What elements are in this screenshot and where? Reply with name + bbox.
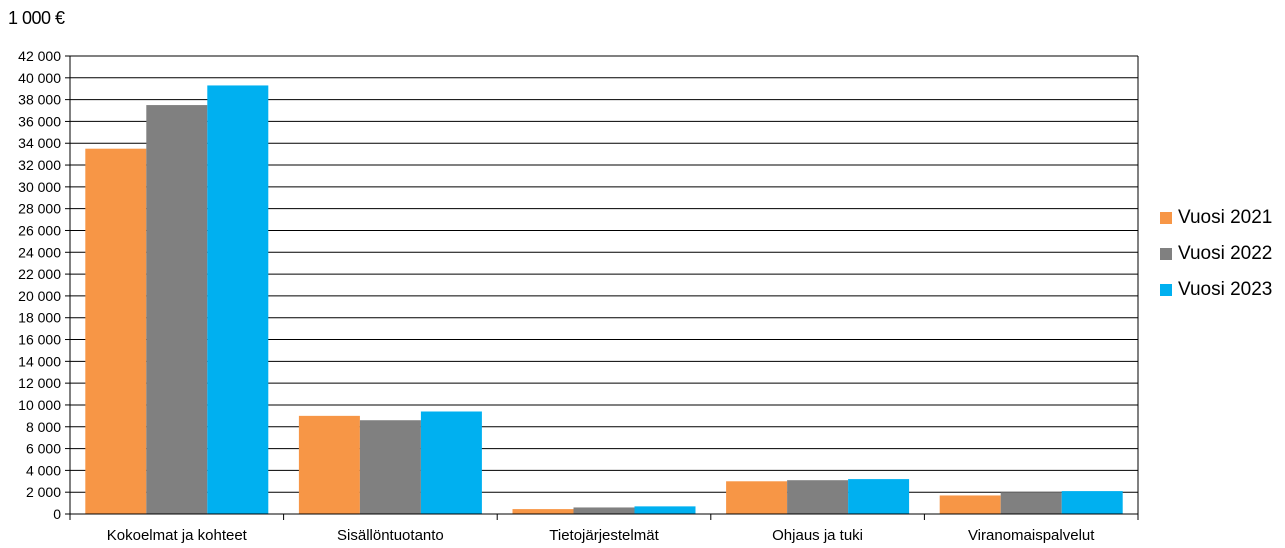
legend-swatch xyxy=(1160,284,1172,296)
y-tick-label: 30 000 xyxy=(18,179,61,195)
y-tick-label: 34 000 xyxy=(18,135,61,151)
y-tick-label: 8 000 xyxy=(26,419,61,435)
bar xyxy=(85,148,147,514)
y-tick-label: 24 000 xyxy=(18,244,61,260)
bar xyxy=(1061,491,1123,514)
y-tick-label: 28 000 xyxy=(18,201,61,217)
bar xyxy=(512,509,574,514)
legend-item: Vuosi 2022 xyxy=(1160,236,1272,272)
chart-unit-title: 1 000 € xyxy=(8,8,65,28)
bar xyxy=(1000,492,1062,514)
legend: Vuosi 2021 Vuosi 2022 Vuosi 2023 xyxy=(1160,200,1272,308)
bar xyxy=(939,495,1001,514)
y-tick-label: 22 000 xyxy=(18,266,61,282)
y-tick-label: 26 000 xyxy=(18,222,61,238)
x-tick-label: Ohjaus ja tuki xyxy=(772,527,863,544)
legend-label: Vuosi 2021 xyxy=(1178,207,1273,228)
axes xyxy=(69,56,1139,520)
legend-label: Vuosi 2022 xyxy=(1178,243,1273,264)
y-tick-label: 6 000 xyxy=(26,441,61,457)
legend-label: Vuosi 2023 xyxy=(1178,279,1273,300)
y-tick-label: 10 000 xyxy=(18,397,61,413)
x-tick-labels: Kokoelmat ja kohteet Sisällöntuotanto Tiet… xyxy=(107,527,1096,544)
y-tick-label: 38 000 xyxy=(18,92,61,108)
y-tick-labels: 0 2 000 4 000 6 000 8 000 10 000 12 000 14 000 1… xyxy=(18,48,61,522)
bar xyxy=(298,415,360,514)
legend-item: Vuosi 2021 xyxy=(1160,200,1272,236)
bar xyxy=(573,507,635,514)
y-tick-label: 20 000 xyxy=(18,288,61,304)
bars xyxy=(85,85,1123,515)
x-tick-label: Tietojärjestelmät xyxy=(549,527,659,544)
y-tick-label: 0 xyxy=(53,506,61,522)
bar xyxy=(420,411,482,514)
y-tick-label: 40 000 xyxy=(18,70,61,86)
y-tick-label: 18 000 xyxy=(18,310,61,326)
y-tick-label: 2 000 xyxy=(26,484,61,500)
y-tick-label: 16 000 xyxy=(18,332,61,348)
x-tick-label: Sisällöntuotanto xyxy=(337,527,444,544)
legend-swatch xyxy=(1160,212,1172,224)
bar xyxy=(726,481,788,514)
y-tick-label: 4 000 xyxy=(26,462,61,478)
bar xyxy=(787,480,849,514)
legend-swatch xyxy=(1160,248,1172,260)
y-tick-label: 32 000 xyxy=(18,157,61,173)
bar xyxy=(207,85,269,514)
bar xyxy=(146,105,208,515)
y-tick-label: 42 000 xyxy=(18,48,61,64)
bar xyxy=(848,479,910,514)
x-tick-label: Viranomaispalvelut xyxy=(968,527,1095,544)
bar xyxy=(634,506,696,514)
y-tick-label: 14 000 xyxy=(18,353,61,369)
y-tick-label: 36 000 xyxy=(18,113,61,129)
y-tick-label: 12 000 xyxy=(18,375,61,391)
bar xyxy=(359,420,421,514)
x-tick-label: Kokoelmat ja kohteet xyxy=(107,527,248,544)
legend-item: Vuosi 2023 xyxy=(1160,272,1272,308)
